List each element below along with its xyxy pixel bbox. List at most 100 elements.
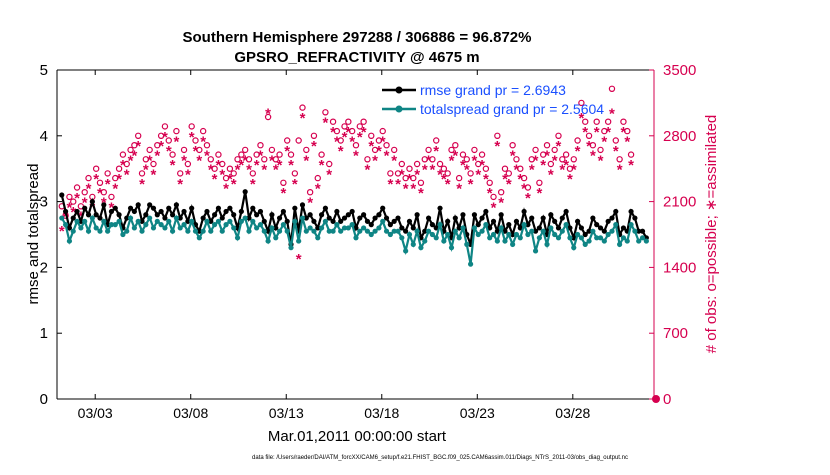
obs-assimilated-point: *: [307, 195, 313, 212]
totalspread-point: [494, 238, 500, 244]
totalspread-point: [334, 222, 340, 228]
left-y-tick-label: 4: [40, 128, 48, 145]
rmse-point: [158, 208, 164, 215]
obs-possible-point: [154, 141, 161, 149]
rmse-point: [127, 205, 134, 211]
rmse-point: [395, 215, 401, 221]
obs-assimilated-point: *: [277, 157, 283, 174]
obs-assimilated-point: *: [265, 105, 271, 122]
obs-assimilated-point: *: [533, 152, 539, 169]
rmse-point: [97, 215, 103, 221]
totalspread-point: [265, 238, 271, 244]
totalspread-point: [177, 225, 183, 231]
obs-assimilated-point: *: [139, 176, 145, 193]
totalspread-point: [231, 225, 237, 231]
totalspread-point: [441, 238, 447, 244]
rmse-point: [59, 192, 65, 198]
obs-possible-point: [562, 151, 570, 158]
obs-assimilated-point: *: [617, 162, 623, 179]
obs-possible-point: [608, 85, 616, 93]
totalspread-point: [116, 218, 122, 224]
series-layer: ****************************************…: [58, 85, 660, 403]
totalspread-point: [456, 235, 462, 241]
rmse-point: [567, 225, 573, 231]
obs-assimilated-point: *: [208, 162, 214, 179]
rmse-point: [254, 212, 260, 218]
rmse-point: [368, 222, 374, 228]
obs-assimilated-point: *: [586, 138, 592, 155]
obs-possible-point: [146, 146, 153, 154]
totalspread-point: [586, 238, 592, 244]
rmse-point: [364, 218, 371, 224]
obs-possible-point: [555, 132, 562, 139]
totalspread-point: [345, 225, 351, 231]
totalspread-point: [460, 225, 466, 231]
obs-assimilated-point: *: [517, 171, 523, 188]
totalspread-point: [154, 218, 160, 224]
right-y-tick-label: 3500: [663, 62, 696, 79]
totalspread-point: [139, 228, 145, 234]
obs-assimilated-point: *: [227, 171, 233, 188]
totalspread-point: [212, 222, 218, 228]
totalspread-point: [563, 222, 569, 228]
rmse-point: [399, 225, 405, 231]
totalspread-point: [582, 241, 588, 247]
obs-assimilated-point: *: [261, 162, 267, 179]
totalspread-point: [93, 225, 99, 231]
rmse-point: [525, 222, 531, 228]
rmse-point: [299, 202, 306, 208]
obs-assimilated-point: *: [147, 152, 153, 169]
rmse-point: [135, 202, 141, 208]
rmse-point: [204, 208, 210, 215]
rmse-point: [250, 205, 256, 211]
obs-assimilated-point: *: [544, 148, 550, 165]
totalspread-point: [487, 235, 493, 241]
obs-assimilated-point: *: [429, 162, 435, 179]
rmse-point: [231, 212, 237, 218]
legend: rmse grand pr = 2.6943 totalspread grand…: [382, 82, 604, 117]
totalspread-point: [143, 222, 149, 228]
totalspread-point: [433, 235, 439, 241]
rmse-point: [563, 208, 569, 215]
totalspread-point: [66, 238, 73, 244]
rmse-point: [475, 222, 481, 228]
totalspread-point: [254, 225, 260, 231]
rmse-point: [227, 205, 233, 211]
obs-possible-point: [81, 188, 88, 196]
obs-assimilated-point: *: [552, 152, 558, 169]
right-y-tick-label: 2100: [663, 194, 696, 211]
obs-assimilated-point: *: [368, 138, 374, 155]
obs-possible-point: [66, 193, 73, 201]
totalspread-point: [448, 245, 455, 251]
rmse-point: [613, 208, 619, 215]
obs-possible-point: [356, 123, 363, 130]
rmse-point: [380, 205, 386, 211]
obs-possible-point: [566, 165, 574, 172]
totalspread-point: [376, 225, 382, 231]
totalspread-point: [74, 218, 80, 224]
obs-possible-point: [306, 188, 314, 196]
obs-assimilated-point: *: [353, 148, 359, 165]
obs-possible-point: [291, 170, 299, 177]
rmse-point: [540, 215, 546, 221]
totalspread-point: [380, 218, 386, 224]
rmse-point: [200, 215, 206, 221]
obs-assimilated-point: *: [498, 195, 504, 212]
totalspread-point: [150, 225, 157, 231]
totalspread-point: [406, 231, 413, 238]
obs-assimilated-point: *: [185, 166, 191, 183]
obs-possible-point: [104, 170, 111, 177]
obs-possible-point: [532, 146, 539, 154]
obs-possible-point: [497, 188, 505, 196]
obs-possible-point: [375, 137, 383, 144]
totalspread-point: [307, 225, 313, 231]
obs-assimilated-point: *: [219, 166, 225, 183]
obs-possible-point: [150, 160, 157, 168]
obs-possible-point: [486, 179, 493, 186]
x-tick-label: 03/28: [555, 405, 590, 421]
obs-assimilated-point: *: [456, 181, 462, 198]
rmse-point: [154, 212, 160, 218]
obs-possible-point: [536, 179, 543, 186]
obs-possible-point: [85, 174, 92, 182]
rmse-point: [429, 222, 435, 228]
